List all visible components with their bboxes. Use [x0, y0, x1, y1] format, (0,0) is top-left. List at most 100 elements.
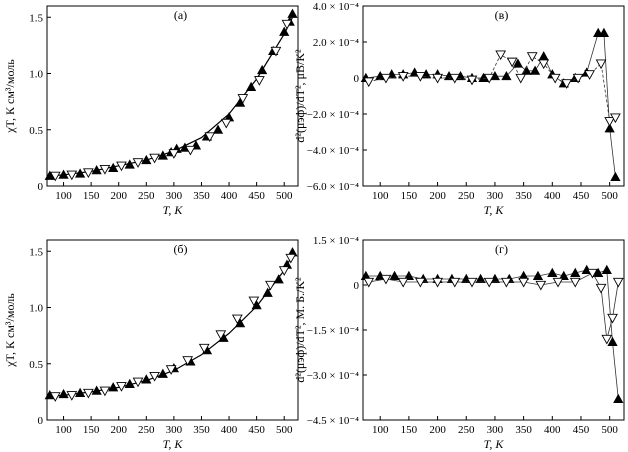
y-tick-label: 4.0 × 10⁻⁴ [313, 1, 359, 13]
open-triangle-point [584, 70, 595, 80]
plot-frame [362, 5, 625, 187]
open-triangle-point [549, 73, 561, 84]
series-line-1 [368, 54, 616, 122]
plot-frame [46, 5, 299, 187]
filled-triangle-point [607, 336, 618, 346]
open-triangle-point [595, 283, 607, 294]
filled-triangle-point [74, 387, 86, 397]
x-tick-label: 450 [248, 190, 265, 202]
x-tick-label: 200 [110, 424, 127, 436]
chart-panel-3: 100 150 200 250 300 350 400 450 500 1.5 × 10⁻⁴ 0 −1… [293, 235, 625, 451]
filled-triangle-point [403, 270, 414, 280]
open-triangle-point [149, 371, 160, 382]
y-tick-label: 1.5 × 10⁻⁴ [313, 235, 359, 247]
y-tick-label: 1.0 [29, 69, 43, 81]
open-triangle-point [432, 277, 443, 288]
open-triangle-point [66, 170, 78, 181]
open-triangle-point [99, 386, 111, 397]
filled-triangle-point [538, 51, 549, 61]
open-triangle-point [132, 377, 144, 388]
filled-triangle-point [108, 162, 119, 172]
x-tick-label: 250 [138, 190, 155, 202]
open-triangle-point [116, 161, 127, 172]
filled-triangle-point [532, 270, 544, 280]
open-triangle-point [414, 72, 426, 82]
y-tick-label: −3.0 × 10⁻⁴ [307, 370, 359, 382]
filled-triangle-point [610, 171, 621, 181]
open-triangle-point [285, 253, 297, 264]
y-tick-label: −4.0 × 10⁻⁴ [307, 145, 359, 157]
x-tick-label: 500 [276, 424, 293, 436]
x-tick-label: 400 [221, 424, 238, 436]
open-triangle-point [66, 391, 78, 401]
y-axis-title: χT, К см³/моль [3, 293, 17, 368]
open-triangle-point [483, 73, 495, 84]
x-tick-label: 100 [372, 424, 389, 436]
filled-triangle-point [558, 270, 569, 280]
y-tick-label: −4.5 × 10⁻⁴ [307, 415, 359, 427]
open-triangle-point [278, 266, 290, 276]
y-tick-label: −2.0 × 10⁻⁴ [307, 109, 359, 121]
filled-triangle-point [257, 64, 268, 75]
open-triangle-point [265, 280, 276, 291]
open-triangle-point [595, 59, 607, 70]
open-triangle-point [380, 73, 392, 84]
x-tick-label: 450 [573, 190, 590, 202]
panel-label: (г) [495, 242, 508, 256]
open-triangle-point [248, 296, 260, 307]
filled-triangle-point [279, 26, 290, 36]
filled-triangle-point [604, 123, 615, 133]
open-triangle-point [254, 76, 265, 86]
x-tick-label: 300 [166, 424, 183, 436]
plot-frame [46, 239, 299, 421]
x-tick-label: 100 [55, 190, 72, 202]
y-axis-title: χT, К см³/моль [3, 59, 17, 134]
filled-triangle-point [246, 81, 257, 91]
x-tick-label: 350 [515, 190, 532, 202]
fit-curve [49, 254, 294, 397]
x-tick-label: 300 [487, 424, 504, 436]
open-triangle-point [552, 277, 564, 288]
series-line-0 [365, 32, 616, 178]
open-triangle-point [518, 277, 529, 288]
filled-triangle-point [108, 382, 119, 392]
open-triangle-point [466, 277, 478, 288]
x-tick-label: 350 [515, 424, 532, 436]
filled-triangle-point [593, 267, 604, 277]
x-axis-title: T, K [484, 203, 505, 217]
x-tick-label: 400 [544, 190, 561, 202]
filled-triangle-point [124, 378, 135, 388]
open-triangle-point [99, 164, 111, 175]
y-tick-label: −6.0 × 10⁻⁴ [307, 181, 359, 193]
open-triangle-point [185, 145, 196, 156]
x-tick-label: 150 [83, 424, 100, 436]
y-axis-title: d²(μэф)/dT², μB/K² [293, 49, 307, 143]
x-tick-label: 400 [544, 424, 561, 436]
panel-label: (б) [173, 242, 187, 256]
open-triangle-point [149, 153, 160, 164]
filled-triangle-point [212, 124, 224, 134]
y-tick-label: 0 [354, 280, 360, 292]
y-tick-label: 2.0 × 10⁻⁴ [313, 37, 359, 49]
open-triangle-point [483, 277, 495, 288]
x-tick-label: 500 [276, 190, 293, 202]
filled-triangle-point [613, 393, 624, 403]
open-triangle-point [237, 94, 249, 104]
filled-triangle-point [58, 388, 69, 399]
x-tick-label: 450 [248, 424, 265, 436]
open-triangle-point [449, 73, 461, 84]
filled-triangle-point [547, 267, 558, 277]
filled-triangle-point [273, 274, 284, 284]
open-triangle-point [397, 72, 409, 82]
x-tick-label: 150 [401, 424, 418, 436]
x-tick-label: 350 [193, 190, 210, 202]
filled-triangle-point [124, 159, 135, 169]
open-triangle-point [204, 132, 216, 143]
x-axis-title: T, K [163, 437, 184, 451]
open-triangle-point [432, 73, 443, 84]
open-triangle-point [466, 75, 478, 86]
open-triangle-point [601, 334, 613, 345]
filled-triangle-point [501, 70, 512, 81]
open-triangle-point [182, 356, 194, 366]
